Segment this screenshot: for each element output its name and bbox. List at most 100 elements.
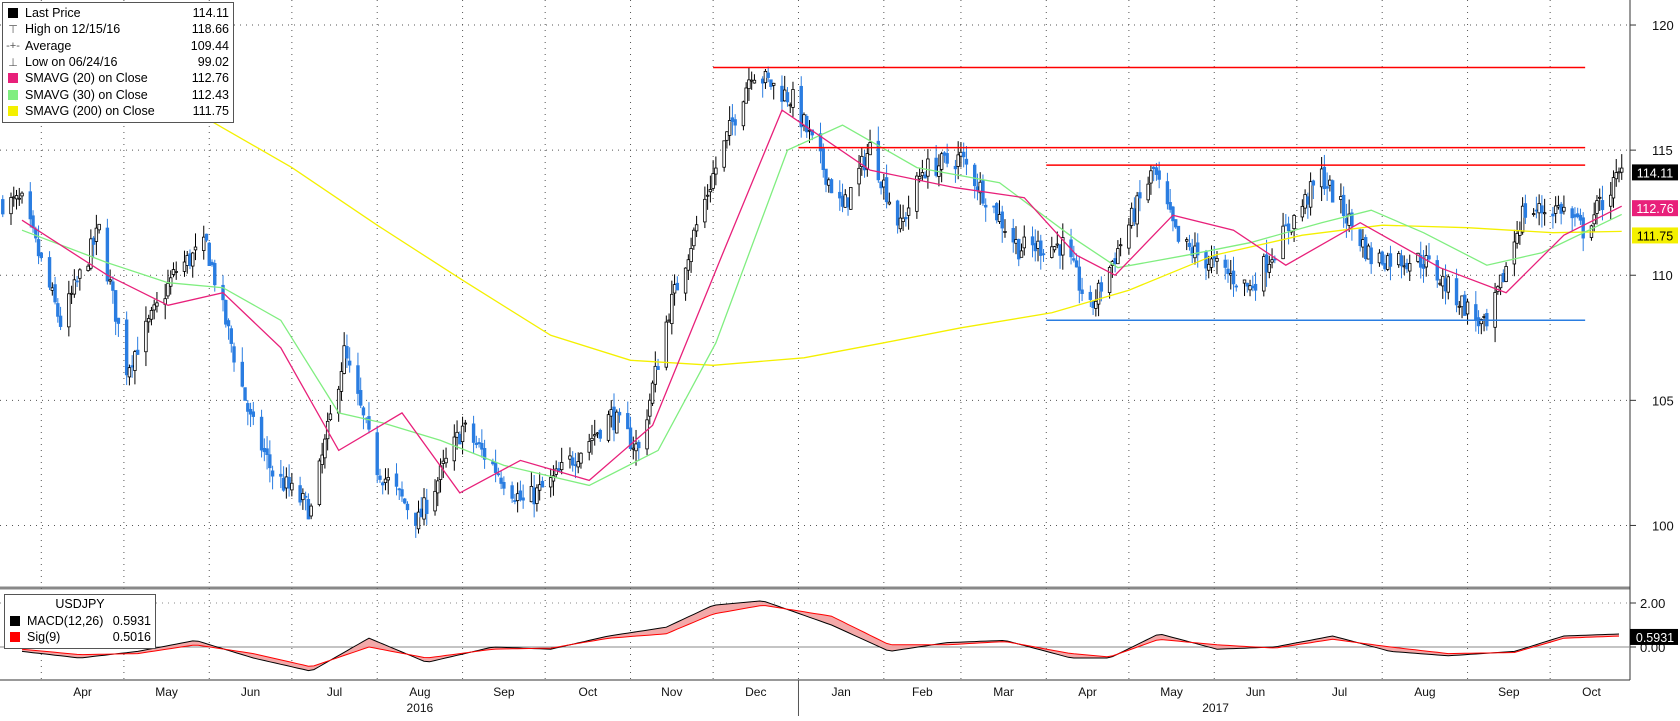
candle-body bbox=[956, 154, 960, 167]
candle-body bbox=[328, 413, 333, 421]
candle-body bbox=[339, 371, 344, 392]
candle-body bbox=[1520, 205, 1525, 233]
candle-body bbox=[887, 201, 892, 205]
x-tick-label: May bbox=[1160, 685, 1183, 699]
candle-body bbox=[436, 480, 440, 494]
candle-body bbox=[1573, 214, 1577, 218]
candle-body bbox=[287, 476, 291, 489]
candle-body bbox=[791, 89, 795, 108]
candle-body bbox=[58, 315, 63, 327]
legend-row-average: -+- Average 109.44 bbox=[6, 38, 229, 54]
candle-body bbox=[491, 461, 495, 465]
candle-body bbox=[1080, 289, 1084, 294]
candle-body bbox=[1460, 295, 1464, 308]
candle-body bbox=[1209, 258, 1214, 268]
candle-body bbox=[347, 360, 352, 366]
candle-body bbox=[1617, 171, 1621, 174]
candle-body bbox=[513, 500, 517, 502]
candle-body bbox=[229, 328, 233, 344]
candle-body bbox=[1350, 212, 1354, 227]
price-tag-label: 114.11 bbox=[1637, 166, 1673, 180]
candle-body bbox=[694, 224, 699, 232]
candle-body bbox=[1369, 247, 1373, 265]
candle-body bbox=[821, 148, 825, 170]
candle-body bbox=[1493, 292, 1497, 328]
candle-body bbox=[31, 215, 35, 229]
candle-body bbox=[400, 489, 404, 497]
candle-body bbox=[281, 477, 286, 491]
candle-body bbox=[824, 168, 828, 185]
year-label: 2016 bbox=[407, 701, 434, 715]
legend-value: 99.02 bbox=[197, 55, 229, 70]
candle-body bbox=[1424, 255, 1428, 268]
price-tag bbox=[1632, 164, 1678, 181]
candle-body bbox=[840, 195, 845, 207]
candle-body bbox=[1129, 207, 1134, 226]
candle-body bbox=[1094, 300, 1098, 309]
candle-body bbox=[1245, 282, 1249, 287]
candle-body bbox=[705, 194, 710, 197]
candle-body bbox=[1559, 203, 1563, 214]
candle-body bbox=[1518, 230, 1522, 236]
candle-body bbox=[1165, 181, 1170, 205]
legend-row-low: ⊥ Low on 06/24/16 99.02 bbox=[7, 54, 229, 70]
candle-body bbox=[626, 413, 630, 430]
candle-body bbox=[1058, 244, 1062, 256]
candle-body bbox=[284, 476, 289, 489]
candle-body bbox=[865, 153, 870, 170]
legend-value: 118.66 bbox=[191, 22, 229, 37]
candle-body bbox=[166, 283, 170, 297]
candle-body bbox=[598, 429, 602, 439]
candle-body bbox=[1215, 258, 1219, 262]
candle-body bbox=[727, 120, 732, 136]
candle-body bbox=[1609, 194, 1613, 207]
candle-body bbox=[1380, 251, 1384, 265]
sma30-square-icon bbox=[7, 89, 19, 101]
candle-body bbox=[116, 317, 121, 324]
candle-body bbox=[898, 217, 903, 230]
candle-body bbox=[838, 191, 842, 199]
candle-body bbox=[86, 265, 90, 271]
candle-body bbox=[155, 302, 159, 307]
x-tick-label: Jan bbox=[831, 685, 850, 699]
candle-body bbox=[149, 310, 154, 320]
candle-body bbox=[1578, 214, 1583, 221]
candle-body bbox=[672, 284, 677, 294]
candle-body bbox=[551, 475, 556, 482]
candle-body bbox=[224, 299, 228, 325]
candle-body bbox=[1322, 166, 1327, 190]
x-tick-label: Mar bbox=[993, 685, 1014, 699]
x-tick-label: Apr bbox=[73, 685, 92, 699]
candle-body bbox=[20, 192, 24, 197]
candle-body bbox=[612, 406, 616, 431]
macd-tag bbox=[1630, 628, 1678, 645]
candle-body bbox=[207, 242, 211, 267]
candle-body bbox=[529, 486, 534, 503]
candle-body bbox=[243, 387, 247, 401]
candle-body bbox=[460, 425, 465, 443]
candle-body bbox=[97, 223, 101, 231]
candle-body bbox=[202, 236, 206, 252]
macd-fill-area bbox=[22, 601, 1619, 671]
candle-body bbox=[631, 447, 635, 450]
candle-body bbox=[251, 411, 256, 417]
candle-body bbox=[1196, 242, 1200, 256]
candle-body bbox=[1421, 264, 1426, 269]
candle-body bbox=[617, 411, 622, 416]
candle-body bbox=[1515, 232, 1519, 244]
candle-body bbox=[39, 252, 44, 258]
candle-body bbox=[766, 72, 770, 78]
legend-value: 111.75 bbox=[192, 103, 229, 118]
candle-body bbox=[1427, 255, 1431, 260]
x-tick-label: Jul bbox=[327, 685, 342, 699]
candle-body bbox=[972, 164, 977, 187]
candle-body bbox=[246, 403, 250, 412]
candle-body bbox=[111, 281, 115, 291]
candle-body bbox=[788, 104, 792, 107]
candle-body bbox=[1358, 229, 1362, 247]
candle-body bbox=[1234, 285, 1238, 288]
candle-body bbox=[53, 284, 57, 303]
low-marker-icon: ⊥ bbox=[8, 56, 18, 69]
candle-body bbox=[637, 441, 641, 449]
